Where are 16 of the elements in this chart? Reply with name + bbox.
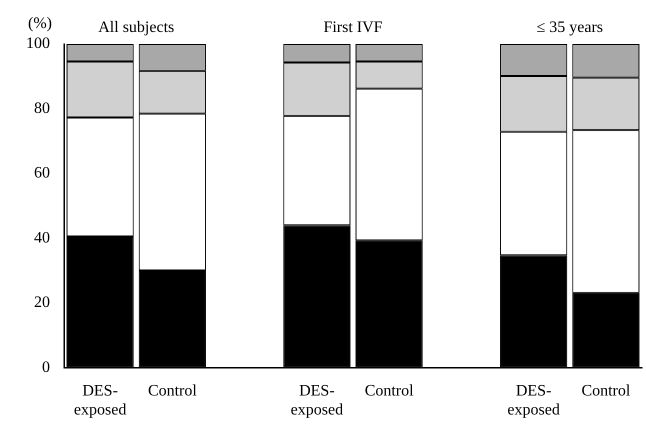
y-tick-label: 100: [26, 35, 50, 52]
text: First IVF: [323, 19, 383, 36]
x-tick-label: Control: [581, 382, 631, 400]
y-tick-label: 0: [42, 358, 50, 376]
y-axis-title: (%): [28, 15, 52, 32]
x-tick-label: Control: [364, 382, 414, 400]
x-tick-label: Control: [148, 382, 198, 400]
x-tick-label: DES-exposed: [507, 382, 560, 419]
y-tick-label: 40: [34, 229, 50, 246]
y-tick-label: 80: [34, 100, 50, 117]
y-tick-label: 60: [34, 164, 50, 182]
text: All subjects: [98, 19, 174, 36]
x-tick-label: DES-exposed: [74, 382, 126, 419]
x-tick-label: DES-exposed: [290, 382, 344, 419]
y-tick-label: 20: [34, 294, 50, 312]
text: ≤ 35 years: [536, 19, 604, 36]
